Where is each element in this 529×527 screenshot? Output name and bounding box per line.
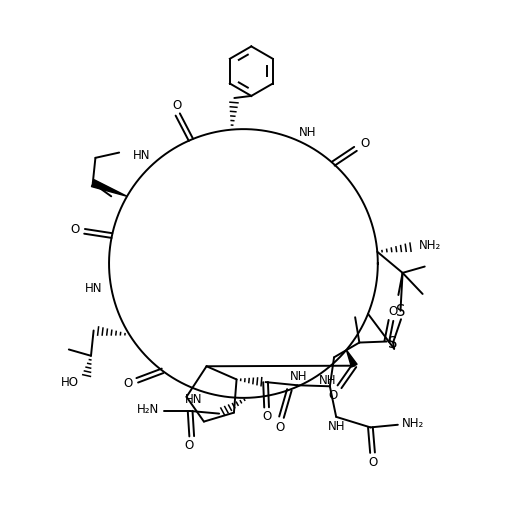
Text: NH₂: NH₂	[419, 239, 441, 252]
Text: NH₂: NH₂	[402, 417, 424, 430]
Text: HO: HO	[61, 376, 79, 389]
Text: H₂N: H₂N	[137, 404, 159, 416]
Text: S: S	[388, 336, 398, 351]
Text: O: O	[329, 389, 338, 402]
Text: O: O	[276, 421, 285, 434]
Text: O: O	[70, 223, 80, 236]
Text: O: O	[172, 99, 182, 112]
Text: HN: HN	[185, 394, 203, 406]
Text: O: O	[368, 456, 378, 469]
Text: HN: HN	[133, 149, 150, 162]
Text: O: O	[262, 411, 272, 423]
Text: NH: NH	[327, 420, 345, 433]
Text: HN: HN	[85, 281, 103, 295]
Text: S: S	[396, 305, 406, 319]
Polygon shape	[92, 180, 127, 196]
Text: O: O	[388, 306, 398, 318]
Text: NH: NH	[319, 375, 336, 387]
Text: NH: NH	[289, 370, 307, 383]
Text: O: O	[360, 137, 370, 150]
Text: O: O	[185, 440, 194, 452]
Text: O: O	[123, 377, 132, 390]
Polygon shape	[346, 350, 357, 367]
Text: NH: NH	[299, 126, 316, 139]
